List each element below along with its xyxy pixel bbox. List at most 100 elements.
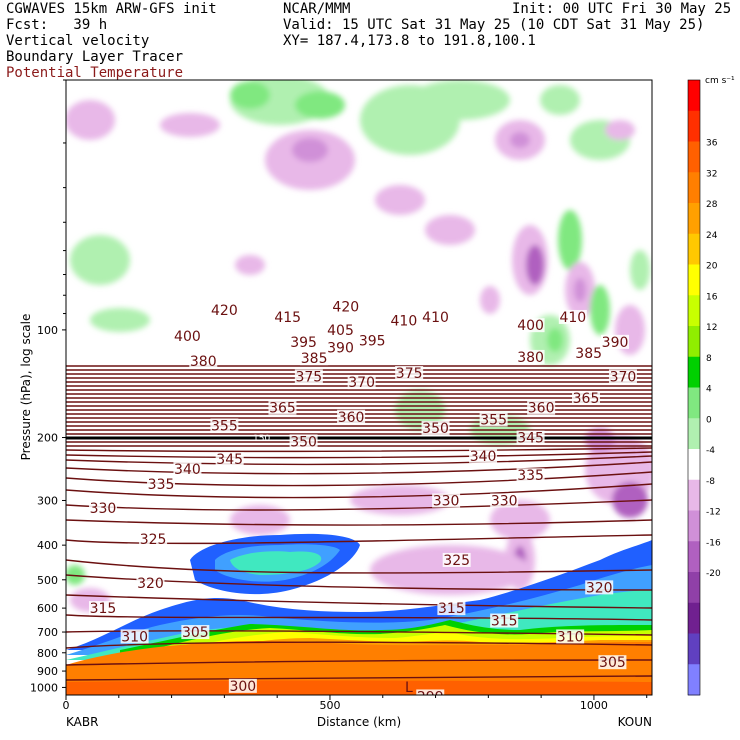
colorbar-swatch [688,295,700,327]
theta-label-bg [490,613,519,628]
theta-label-bg [469,448,498,463]
theta-contour-label: 400 [174,329,201,345]
colorbar-tick-label: 0 [706,415,712,425]
valid-time: Valid: 15 UTC Sat 31 May 25 (10 CDT Sat … [283,17,705,33]
cross-section-endpoints: XY= 187.4,173.8 to 191.8,100.1 [283,33,536,49]
theta-label-bg [210,418,239,433]
x-axis-title: Distance (km) [317,715,401,729]
theta-contour-label: 335 [148,477,175,493]
theta-label-bg [210,303,239,318]
colorbar-swatch [688,572,700,604]
theta-label-bg [572,390,601,405]
y-tick-label: 500 [37,574,58,587]
theta-label-bg [358,333,387,348]
theta-contour-label: 350 [290,434,317,450]
theta-label-bg [273,309,302,324]
plot-frame [65,79,653,696]
x-tick-label: 500 [319,699,340,712]
colorbar-swatch [688,110,700,142]
right-endpoint-label: KOUN [618,715,652,729]
theta-label-bg [347,375,376,390]
y-tick-label: 300 [37,494,58,507]
colorbar-tick-label: -16 [706,538,721,548]
theta-label-bg [442,552,471,567]
theta-label-bg [268,400,297,415]
theta-label-bg [294,369,323,384]
theta-contour-label: 360 [338,410,365,426]
theta-label-bg [181,625,210,640]
theta-contour-label: 410 [559,310,586,326]
theta-label-bg [189,353,218,368]
theta-contour-label: 345 [517,431,544,447]
theta-contour-label: 335 [517,468,544,484]
colorbar-tick-label: -12 [706,508,721,518]
theta-contour-label: 375 [396,366,423,382]
colorbar-swatch [688,80,700,112]
theta-label-bg [300,351,329,366]
left-endpoint-label: KABR [66,715,98,729]
y-tick-label: 1000 [30,681,58,694]
theta-contour-label: 395 [290,335,317,351]
colorbar-swatch [688,141,700,173]
forecast-hour: Fcst: 39 h [6,17,108,33]
colorbar-tick-label: -4 [706,446,715,456]
y-tick-label: 800 [37,647,58,660]
theta-label-bg [337,409,366,424]
theta-label-bg [432,493,461,508]
init-time: Init: 00 UTC Fri 30 May 25 [512,1,732,17]
colorbar-swatch [688,172,700,204]
colorbar-swatch [688,326,700,358]
theta-label-bg [601,334,630,349]
org-label: NCAR/MMM [283,1,351,17]
theta-contour-label: 355 [480,412,507,428]
colorbar-swatch [688,541,700,573]
x-tick-label: 1000 [580,699,608,712]
low-marker: L [405,680,413,696]
colorbar-frame [687,79,701,696]
theta-contour-label: 420 [332,299,359,315]
theta-contour-label: 410 [391,313,418,329]
theta-label-bg [527,400,556,415]
theta-label-bg [289,334,318,349]
theta-label-bg [136,575,165,590]
theta-label-bg [326,322,355,337]
y-tick-label: 200 [37,432,58,445]
theta-label-bg [389,313,418,328]
y-tick-label: 100 [37,324,58,337]
colorbar-swatch [688,356,700,388]
theta-label-bg [516,430,545,445]
theta-label-bg [421,309,450,324]
colorbar-swatch [688,233,700,265]
colorbar-swatch [688,479,700,511]
theta-label-bg [88,501,117,516]
theta-label-bg [331,299,360,314]
theta-contour-label: 415 [274,310,301,326]
theta-contour-label: 380 [190,354,217,370]
theta-label-bg [516,468,545,483]
theta-label-bg [421,420,450,435]
theta-contour-label: 310 [121,629,148,645]
theta-label-bg [516,318,545,333]
theta-contour-label: 420 [211,303,238,319]
colorbar-swatch [688,203,700,235]
theta-label-bg [139,532,168,547]
colorbar-tick-label: 24 [706,231,718,241]
theta-contour-label: 325 [140,532,167,548]
theta-contour-label: 320 [137,576,164,592]
colorbar-tick-label: 36 [706,139,718,149]
theta-label-bg [598,655,627,670]
theta-contour-label: 299 [417,689,444,705]
theta-contour-label: 325 [443,553,470,569]
y-tick-label: 700 [37,626,58,639]
theta-contour-label: 370 [610,369,637,385]
colorbar-tick-label: 8 [706,354,712,364]
theta-label-bg [147,477,176,492]
theta-contour-label: 385 [575,346,602,362]
colorbar-swatch [688,387,700,419]
theta-contour-label: 315 [90,601,117,617]
colorbar-swatch [688,633,700,665]
model-title: CGWAVES 15km ARW-GFS init [6,1,217,17]
